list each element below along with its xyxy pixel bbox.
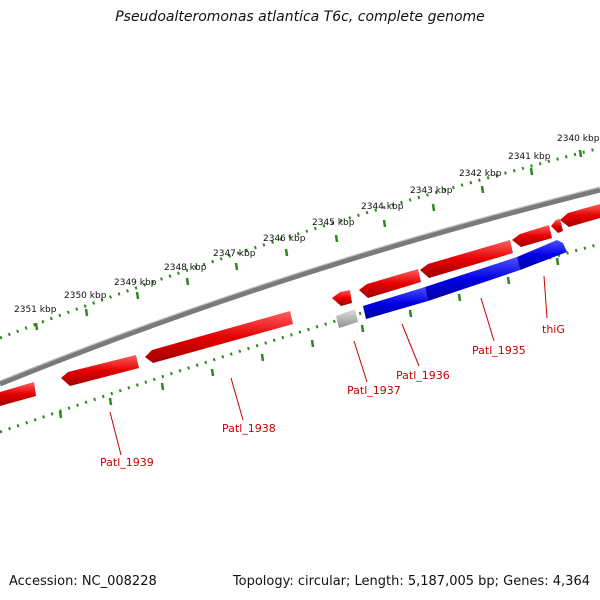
- map-title: Pseudoalteromonas atlantica T6c, complet…: [115, 9, 485, 25]
- scale-label-2350: 2350 kbp: [64, 291, 107, 301]
- scale-label-2347: 2347 kbp: [213, 249, 256, 259]
- gene-labels: thiG Patl_1935 Patl_1936 Patl_1937 Patl_…: [100, 323, 565, 469]
- gene-arrow-patl-1935[interactable]: [420, 240, 513, 278]
- gene-arrow-edge-right[interactable]: [560, 204, 600, 227]
- scale-label-2348: 2348 kbp: [164, 263, 207, 273]
- gene-label-patl-1935: Patl_1935: [472, 344, 526, 357]
- scale-label-2345: 2345 kbp: [312, 218, 355, 228]
- genome-backbone: [0, 187, 600, 387]
- scale-label-2341: 2341 kbp: [508, 152, 551, 162]
- scale-label-2351: 2351 kbp: [14, 305, 57, 315]
- genome-summary: Topology: circular; Length: 5,187,005 bp…: [232, 574, 590, 589]
- scale-labels: 2340 kbp 2341 kbp 2342 kbp 2343 kbp 2344…: [14, 134, 600, 315]
- gene-arrow-patl-1936[interactable]: [359, 269, 421, 298]
- scale-label-2340: 2340 kbp: [557, 134, 600, 144]
- outer-tick-ring: [0, 146, 600, 340]
- inner-major-ticks: [58, 257, 560, 419]
- reverse-genes: [363, 240, 567, 319]
- scale-label-2343: 2343 kbp: [410, 186, 453, 196]
- accession-text: Accession: NC_008228: [9, 574, 157, 589]
- gene-arrow-thig-reverse[interactable]: [517, 240, 567, 270]
- gene-arrow-patl-1938[interactable]: [145, 311, 293, 363]
- gene-arrow-small-right[interactable]: [551, 219, 563, 233]
- scale-label-2349: 2349 kbp: [114, 278, 157, 288]
- scale-label-2342: 2342 kbp: [459, 169, 502, 179]
- scale-label-2344: 2344 kbp: [361, 202, 404, 212]
- label-leaders: [109, 275, 548, 456]
- gene-label-patl-1938: Patl_1938: [222, 422, 276, 435]
- gene-arrow-patl-1937[interactable]: [336, 309, 358, 328]
- gene-arrow-patl-1935-reverse[interactable]: [425, 257, 520, 301]
- forward-genes: [0, 204, 600, 406]
- gene-arrow-far-left[interactable]: [0, 382, 36, 406]
- gene-label-thig: thiG: [542, 323, 565, 336]
- gene-arrow-small-1937a[interactable]: [332, 290, 352, 306]
- gene-arrow-thig[interactable]: [512, 225, 552, 247]
- gene-arrow-patl-1936-reverse[interactable]: [363, 287, 428, 319]
- outer-major-ticks: [34, 149, 583, 331]
- scale-label-2346: 2346 kbp: [263, 234, 306, 244]
- gene-label-patl-1939: Patl_1939: [100, 456, 154, 469]
- gene-label-patl-1937: Patl_1937: [347, 384, 401, 397]
- gene-label-patl-1936: Patl_1936: [396, 369, 450, 382]
- gene-arrow-patl-1939[interactable]: [61, 355, 139, 386]
